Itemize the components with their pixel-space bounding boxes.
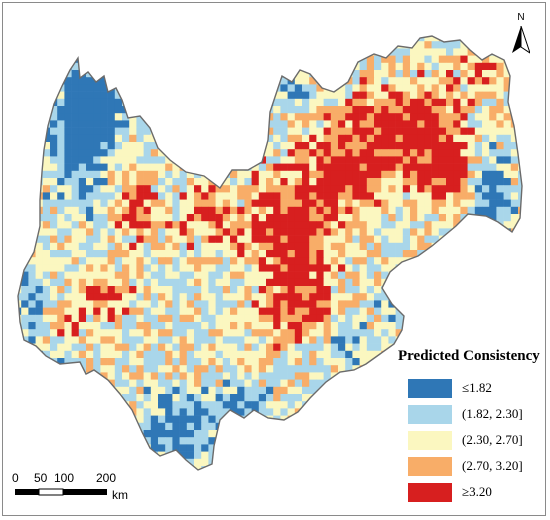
- scale-tick-label: 50: [34, 471, 48, 485]
- scale-unit: km: [112, 488, 128, 502]
- legend-label: ≥3.20: [462, 484, 492, 499]
- legend-swatch: [408, 405, 452, 424]
- scale-bar-graphic: [15, 488, 107, 496]
- north-arrow: N: [508, 12, 534, 56]
- legend-label: ≤1.82: [462, 380, 492, 395]
- scale-bar: 0 50 100 200 km: [12, 468, 212, 508]
- province-outline: [17, 35, 523, 471]
- scale-tick-label: 100: [54, 471, 75, 485]
- scale-tick-label: 200: [96, 471, 117, 485]
- map-border: [2, 2, 546, 516]
- legend-item: ≤1.82: [408, 379, 548, 399]
- legend-label: (2.30, 2.70]: [462, 432, 523, 447]
- legend-swatch: [408, 379, 452, 398]
- legend-item: (1.82, 2.30]: [408, 405, 548, 425]
- legend-label: (1.82, 2.30]: [462, 406, 523, 421]
- legend-item: (2.30, 2.70]: [408, 431, 548, 451]
- legend-title: Predicted Consistency: [398, 348, 540, 364]
- legend-item: ≥3.20: [408, 483, 548, 503]
- legend-item: (2.70, 3.20]: [408, 457, 548, 477]
- legend-swatch: [408, 431, 452, 450]
- scale-tick-label: 0: [12, 471, 19, 485]
- legend: Predicted Consistency ≤1.82 (1.82, 2.30] (…: [398, 348, 546, 506]
- legend-swatch: [408, 457, 452, 476]
- legend-swatch: [408, 483, 452, 502]
- north-letter: N: [517, 12, 525, 23]
- north-arrow-icon: [512, 26, 530, 54]
- legend-label: (2.70, 3.20]: [462, 458, 523, 473]
